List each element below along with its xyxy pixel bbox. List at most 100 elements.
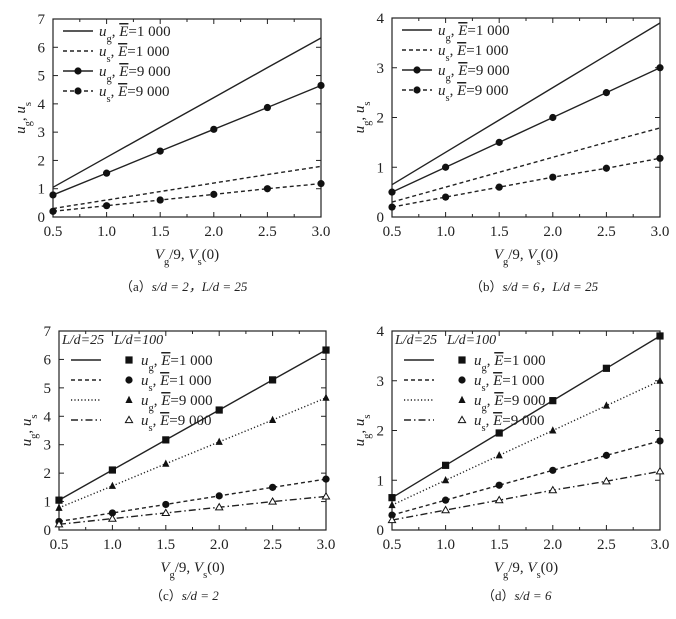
label-segment: =1 000 [467,23,509,39]
series-ug-E1000 [55,346,330,504]
label-segment: E [493,353,503,369]
circle-marker [103,169,111,177]
legend-entry: ug, E=9 000 [402,63,510,84]
triangle-marker [458,395,466,403]
circle-marker [156,147,164,155]
series-us-E9000 [388,154,664,211]
circle-marker [656,64,664,72]
x-tick-label: 0.5 [50,537,69,553]
x-axis-label: Vg/9, Vs(0) [494,560,558,581]
label-segment: =1 000 [170,353,212,369]
circle-marker [549,113,557,122]
circle-marker [388,203,396,211]
series-line [58,349,327,501]
x-tick-label: 3.0 [651,224,670,240]
circle-marker [263,185,271,193]
panel-caption: （d）s/d = 6 [482,588,552,603]
circle-marker [210,190,218,198]
caption-text: s/d = 2，L/d = 25 [152,279,248,294]
x-tick-label: 1.5 [490,224,509,240]
label-segment: u [141,393,149,409]
label-segment: u [141,413,149,429]
series-line [391,335,661,499]
label-segment: s [482,423,486,434]
label-segment: E [492,373,502,389]
label-segment: u [474,373,482,389]
legend-label: us, E=9 000 [141,413,211,434]
label-segment: =1 000 [502,373,544,389]
caption-prefix: （c） [150,588,182,603]
label-segment: (0) [541,247,559,263]
label-segment: E [457,63,467,79]
label-segment: g [169,570,175,581]
circle-marker [442,163,450,171]
label-segment: , [112,24,120,40]
label-segment: g [482,363,488,374]
label-segment: , [19,426,35,434]
label-segment: E [117,84,127,100]
label-segment: g [107,34,113,45]
y-tick-label: 0 [377,210,385,226]
y-tick-label: 2 [377,424,385,440]
series-line [58,397,327,509]
x-tick-label: 1.5 [156,537,175,553]
label-segment: s [446,93,450,104]
circle-marker [210,125,218,133]
x-tick-label: 2.0 [543,224,562,240]
legend-label: ug, E=9 000 [474,393,546,414]
label-segment: s [482,383,486,394]
circle-marker [388,188,396,196]
open-triangle-marker [268,496,278,505]
label-segment: , [450,43,458,59]
triangle-marker [269,415,277,423]
triangle-marker [549,426,557,434]
x-tick-label: 2.0 [543,537,562,553]
series-line [391,440,661,516]
label-segment: g [149,363,155,374]
square-marker [55,496,63,504]
label-segment: g [164,257,170,268]
legend-header-ld100: L/d=100 [446,333,496,348]
series-line [391,127,661,203]
x-tick-label: 2.5 [597,537,616,553]
circle-marker [162,500,170,509]
y-axis-label: ug, us [352,102,373,134]
circle-marker [442,193,450,201]
circle-marker [388,511,396,519]
label-segment: u [474,413,482,429]
legend-header-ld25: L/d=25 [61,333,104,348]
label-segment: V [527,560,538,576]
series-ug-E9000 [55,393,330,511]
label-segment: E [492,413,502,429]
circle-marker [458,376,466,384]
y-axis-label: ug, us [19,415,40,447]
label-segment: u [438,83,446,99]
label-segment: , [486,373,494,389]
label-segment: E [457,23,467,39]
panel-caption: （c）s/d = 2 [150,588,219,603]
label-segment: E [456,83,466,99]
series-us-E9000 [387,466,665,524]
triangle-marker [125,395,133,403]
square-marker [269,376,277,384]
label-segment: g [23,120,34,126]
label-segment: /9, [508,560,527,576]
open-triangle-marker [494,495,504,504]
circle-marker [49,191,57,199]
circle-marker [317,81,325,90]
open-triangle-marker [655,466,665,475]
label-segment: V [527,247,538,263]
legend-entry: us, E=9 000 [71,413,211,434]
y-tick-label: 1 [44,495,52,511]
open-triangle-marker [124,415,134,424]
label-segment: , [153,413,161,429]
caption-text: s/d = 6 [515,588,552,603]
label-segment: , [451,23,459,39]
triangle-marker [602,401,610,409]
label-segment: g [149,403,155,414]
label-segment: E [118,64,128,80]
label-segment: s [107,54,111,65]
series-ug-E9000 [388,64,664,196]
